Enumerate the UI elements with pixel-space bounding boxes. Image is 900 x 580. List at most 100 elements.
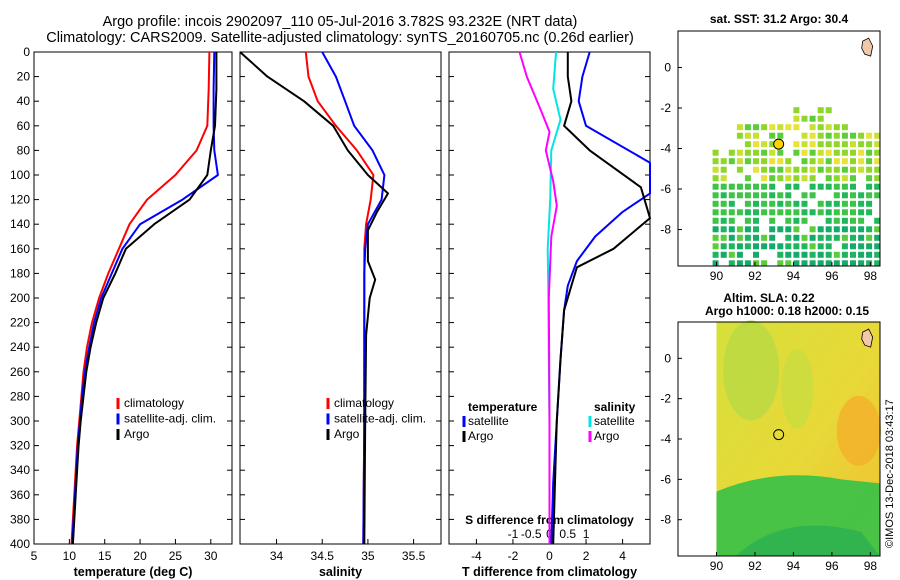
x-tick-label: 92 xyxy=(748,559,762,573)
sst-pixel xyxy=(809,260,816,267)
sst-pixel xyxy=(736,192,743,199)
sst-pixel xyxy=(841,260,848,267)
y-tick-label: 300 xyxy=(10,414,30,428)
sst-pixel xyxy=(785,183,792,190)
sst-pixel xyxy=(712,200,719,207)
sst-pixel xyxy=(761,141,768,148)
sst-pixel xyxy=(825,107,832,114)
sst-pixel xyxy=(866,175,873,182)
sst-pixel xyxy=(736,234,743,241)
sst-pixel xyxy=(817,166,824,173)
y-tick-label: -8 xyxy=(660,223,671,237)
sst-pixel xyxy=(825,209,832,216)
series-t-argo xyxy=(552,52,651,545)
x-tick-label: 34 xyxy=(270,549,284,563)
sst-pixel xyxy=(866,183,873,190)
sst-pixel xyxy=(712,260,719,267)
sst-pixel xyxy=(866,251,873,258)
sst-pixel xyxy=(833,217,840,224)
sst-pixel xyxy=(736,260,743,267)
sst-pixel xyxy=(769,243,776,250)
sst-pixel xyxy=(833,200,840,207)
sst-pixel xyxy=(785,175,792,182)
sst-pixel xyxy=(817,200,824,207)
x-tick-label: 34.5 xyxy=(311,549,335,563)
sst-pixel xyxy=(761,200,768,207)
sst-pixel xyxy=(809,183,816,190)
sst-pixel xyxy=(785,226,792,233)
sst-pixel xyxy=(801,175,808,182)
sst-pixel xyxy=(850,149,856,156)
sst-pixel xyxy=(793,251,800,258)
sst-pixel xyxy=(736,183,743,190)
sst-pixel xyxy=(841,234,848,241)
sst-pixel xyxy=(744,217,751,224)
sst-pixel xyxy=(833,260,840,267)
x-tick-label: 94 xyxy=(787,269,801,283)
y-tick-label: 180 xyxy=(10,266,30,280)
sst-pixel xyxy=(777,209,784,216)
sst-pixel xyxy=(801,132,808,139)
y-tick-label: 40 xyxy=(17,94,31,108)
sst-pixel xyxy=(858,260,865,267)
sst-pixel xyxy=(744,175,751,182)
sst-pixel xyxy=(777,149,784,156)
sst-pixel xyxy=(744,149,751,156)
sst-pixel xyxy=(736,251,743,258)
y-tick-label: 200 xyxy=(10,291,30,305)
sst-pixel xyxy=(866,132,873,139)
series-argo xyxy=(71,52,218,545)
y-tick-label: 380 xyxy=(10,512,30,526)
sst-pixel xyxy=(753,217,759,224)
sst-pixel xyxy=(858,149,865,156)
x-axis-label: salinity xyxy=(319,565,362,579)
sst-pixel xyxy=(769,132,776,139)
sst-pixel xyxy=(753,192,759,199)
sst-pixel xyxy=(841,192,848,199)
sst-pixel xyxy=(858,243,865,250)
sst-pixel xyxy=(874,251,881,258)
sst-pixel xyxy=(769,166,776,173)
sst-pixel xyxy=(850,132,856,139)
sst-pixel xyxy=(858,192,865,199)
sst-pixel xyxy=(825,226,832,233)
sst-pixel xyxy=(785,200,792,207)
sst-pixel xyxy=(817,141,824,148)
sst-pixel xyxy=(825,200,832,207)
sst-pixel xyxy=(850,183,856,190)
sst-pixel xyxy=(825,260,832,267)
x-tick-label: 90 xyxy=(710,269,724,283)
sst-pixel xyxy=(817,226,824,233)
sst-pixel xyxy=(761,209,768,216)
sst-pixel xyxy=(841,217,848,224)
imos-watermark: ©IMOS 13-Dec-2018 03:43:17 xyxy=(884,399,896,548)
sst-pixel xyxy=(825,149,832,156)
sst-pixel xyxy=(769,175,776,182)
sst-pixel xyxy=(801,251,808,258)
sst-pixel xyxy=(801,158,808,165)
sst-pixel xyxy=(793,234,800,241)
sst-pixel xyxy=(833,158,840,165)
sla-green-region xyxy=(735,525,880,556)
sla-high-patch xyxy=(836,395,881,466)
sst-pixel xyxy=(833,226,840,233)
sst-pixel xyxy=(744,141,751,148)
sst-pixel xyxy=(809,158,816,165)
plot-frame xyxy=(239,51,442,545)
x-tick-label: 35.5 xyxy=(402,549,426,563)
sst-pixel xyxy=(712,243,719,250)
sst-pixel xyxy=(785,260,792,267)
legend-title-salinity: salinity xyxy=(594,400,636,414)
sst-pixel xyxy=(809,166,816,173)
sst-pixel xyxy=(809,132,816,139)
sst-pixel xyxy=(817,234,824,241)
sst-pixel xyxy=(841,158,848,165)
y-tick-label: -8 xyxy=(660,513,671,527)
y-tick-label: 220 xyxy=(10,316,30,330)
s-tick-label: -0.5 xyxy=(521,527,542,541)
sst-pixel xyxy=(850,234,856,241)
y-tick-label: 140 xyxy=(10,217,30,231)
sst-pixel xyxy=(753,166,759,173)
sst-pixel xyxy=(769,226,776,233)
y-tick-label: 60 xyxy=(17,119,31,133)
